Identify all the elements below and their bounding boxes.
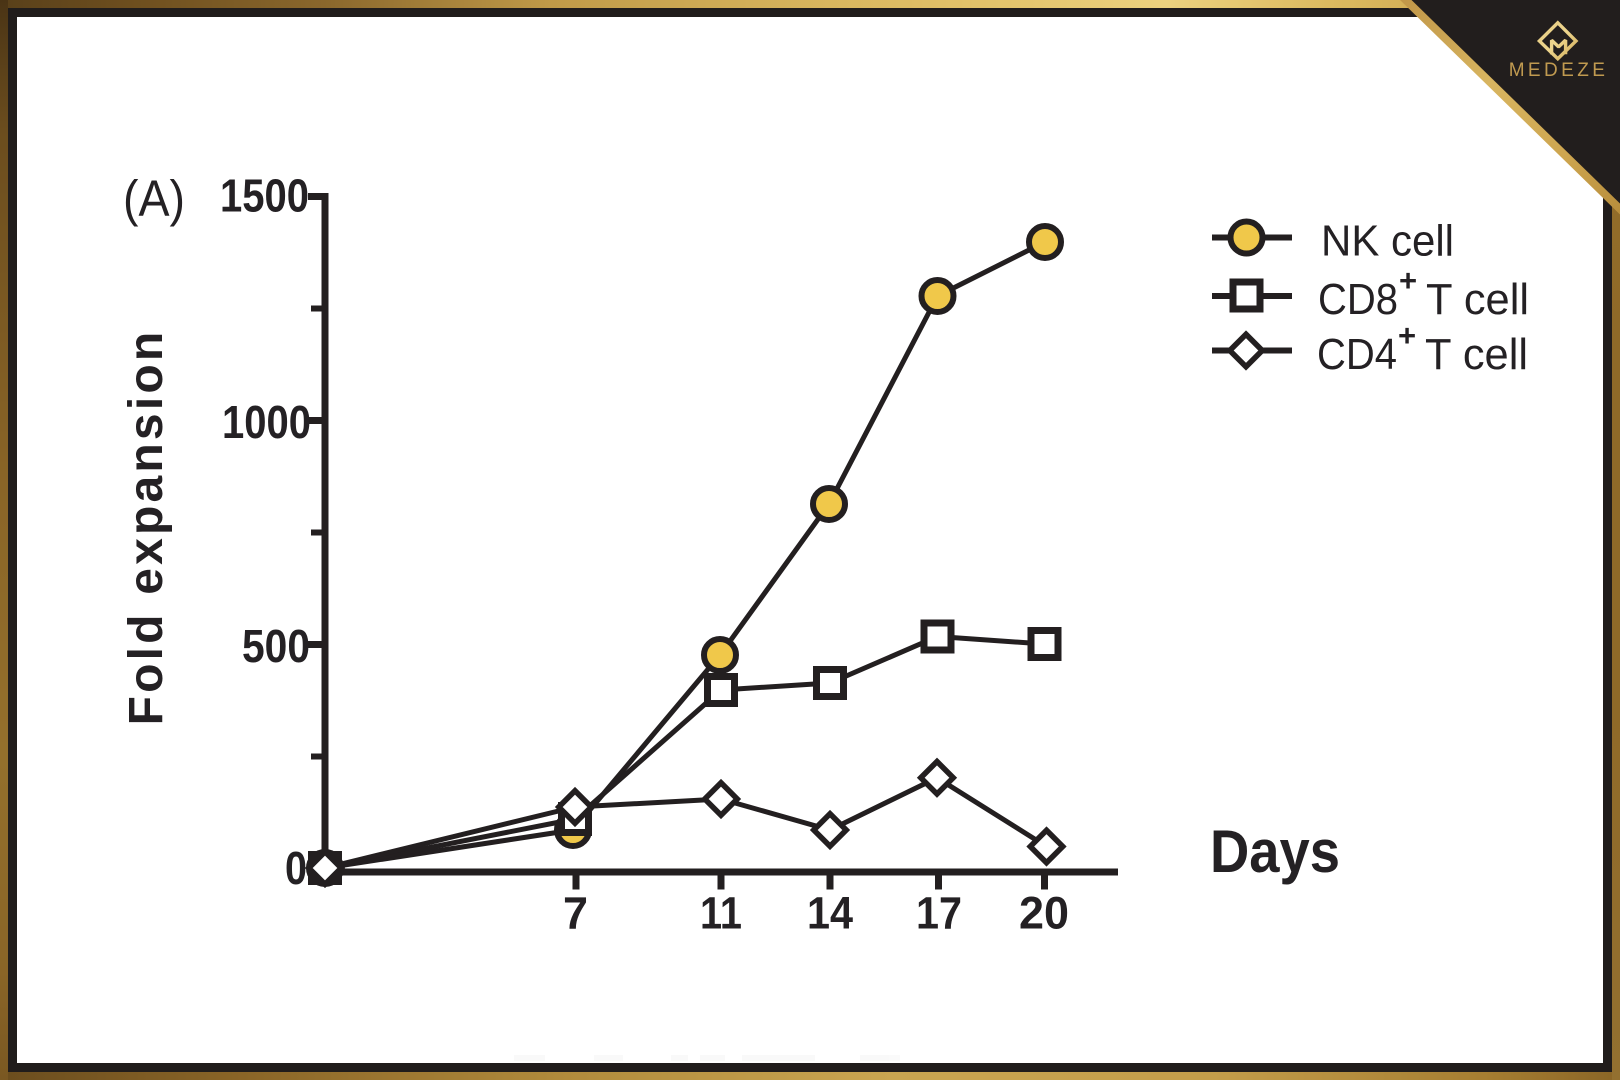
svg-text:CD4: CD4 xyxy=(1317,330,1397,379)
svg-text:1000: 1000 xyxy=(222,396,311,448)
svg-text:Days: Days xyxy=(1210,818,1340,885)
svg-text:1500: 1500 xyxy=(220,170,309,222)
svg-text:+: + xyxy=(1399,263,1417,298)
svg-text:+: + xyxy=(1398,318,1416,353)
svg-text:20: 20 xyxy=(1019,888,1069,939)
svg-text:Fold expansion: Fold expansion xyxy=(120,329,173,726)
svg-text:0: 0 xyxy=(285,842,307,894)
svg-text:CD8: CD8 xyxy=(1318,275,1398,324)
svg-text:(A): (A) xyxy=(123,170,185,227)
svg-text:T cell: T cell xyxy=(1425,330,1528,379)
svg-text:500: 500 xyxy=(242,620,310,672)
svg-text:14: 14 xyxy=(807,888,853,939)
svg-text:MEDEZE: MEDEZE xyxy=(1509,60,1609,81)
svg-text:T cell: T cell xyxy=(1426,275,1529,324)
svg-text:17: 17 xyxy=(916,888,962,939)
svg-text:7: 7 xyxy=(563,888,588,939)
svg-text:11: 11 xyxy=(700,888,742,939)
svg-text:NK cell: NK cell xyxy=(1321,217,1454,266)
